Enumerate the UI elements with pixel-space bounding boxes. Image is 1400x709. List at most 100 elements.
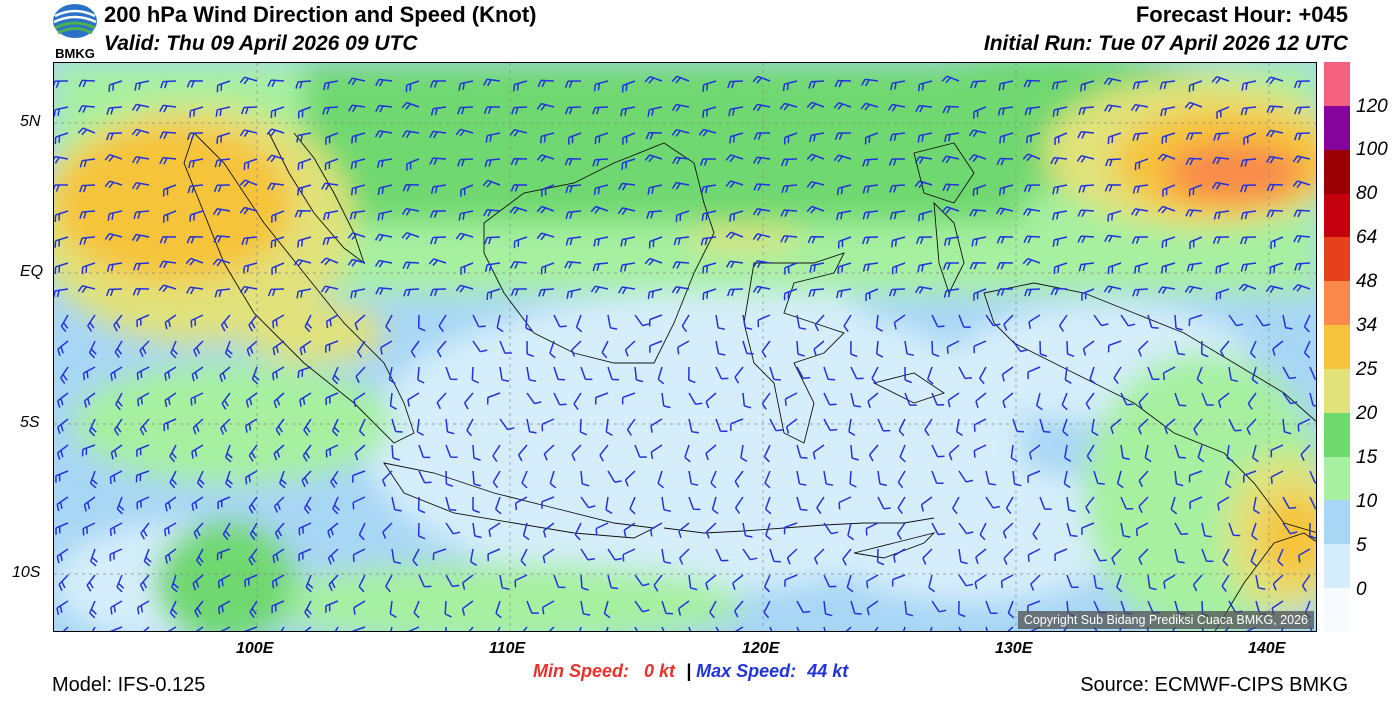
wind-barb [542, 522, 555, 538]
lat-label-eq: EQ [20, 263, 44, 280]
wind-barb [1197, 444, 1205, 463]
wind-barb [592, 106, 609, 115]
wind-barb [549, 470, 557, 489]
wind-barb [136, 366, 150, 380]
wind-barb [679, 548, 690, 565]
wind-barb [838, 496, 852, 510]
wind-barb [796, 600, 811, 614]
wind-barb [193, 340, 204, 357]
wind-barb [472, 522, 482, 539]
wind-barb [1240, 158, 1257, 168]
lat-label-10s: 10S [12, 564, 41, 581]
wind-barb [648, 236, 663, 249]
wind-barb [391, 496, 402, 512]
wind-barb [323, 80, 339, 91]
wind-barb [1270, 470, 1284, 484]
wind-barb [1003, 314, 1014, 331]
wind-barb [942, 183, 960, 192]
wind-barb [914, 285, 933, 294]
wind-barb [106, 262, 123, 272]
wind-barb [186, 80, 204, 88]
wind-barb [765, 522, 772, 541]
wind-barb [213, 184, 231, 193]
wind-barb [219, 366, 231, 383]
wind-barb [1093, 548, 1107, 562]
wind-barb [580, 574, 589, 591]
wind-barb [958, 574, 974, 587]
wind-barb [299, 392, 312, 407]
wind-barb [671, 128, 690, 137]
wind-barb [701, 210, 717, 222]
wind-barb [1162, 366, 1176, 381]
wind-barb [1292, 283, 1311, 292]
wind-barb [1174, 522, 1189, 536]
wind-barb [1201, 392, 1214, 406]
wind-barb [188, 158, 204, 169]
wind-barb [196, 548, 204, 567]
wind-barb [239, 179, 258, 188]
wind-barb [1039, 496, 1052, 510]
wind-barb [1292, 180, 1311, 189]
wind-barb [1147, 314, 1159, 329]
wind-barb [624, 470, 636, 487]
wind-barb [330, 470, 339, 488]
wind-barb [672, 261, 690, 269]
wind-barb [220, 314, 231, 332]
wind-barb [327, 522, 339, 539]
wind-barb [1294, 262, 1311, 271]
wind-barb [595, 522, 609, 536]
min-speed-label: Min Speed: [533, 661, 630, 681]
wind-barb [297, 158, 312, 171]
max-speed-label: Max Speed: [696, 661, 797, 681]
wind-barb [931, 340, 940, 358]
wind-barb [1157, 205, 1176, 214]
wind-barb [1064, 366, 1072, 384]
colorbar-label-64: 64 [1356, 227, 1378, 248]
copyright-notice: Copyright Sub Bidang Prediksi Cuaca BMKG… [1017, 611, 1314, 629]
wind-barb [116, 574, 125, 593]
wind-barb [526, 600, 539, 614]
valid-time: Valid: Thu 09 April 2026 09 UTC [104, 32, 418, 55]
wind-barb [304, 600, 312, 619]
wind-barb [849, 470, 857, 488]
wind-barb [215, 106, 231, 117]
wind-barb [131, 181, 150, 190]
wind-barb [644, 154, 663, 163]
wind-barb [671, 285, 690, 294]
wind-barb [270, 106, 285, 119]
wind-barb [891, 262, 906, 275]
wind-barb [942, 262, 959, 270]
wind-barb [700, 184, 717, 194]
wind-barb [752, 233, 771, 241]
wind-barb [1189, 496, 1203, 510]
wind-barb [812, 444, 825, 460]
wind-barb [445, 496, 457, 512]
wind-barb [650, 418, 663, 433]
wind-barb [297, 366, 312, 379]
wind-barb [973, 444, 987, 458]
wind-barb [868, 444, 879, 462]
wind-barb [267, 182, 285, 191]
wind-barb [77, 127, 96, 136]
wind-barb [186, 132, 204, 141]
wind-barb [376, 158, 393, 168]
wind-barb [334, 626, 339, 631]
wind-barb [1104, 184, 1122, 192]
wind-barb [985, 314, 1001, 327]
wind-barb [752, 285, 771, 294]
wind-barb [105, 288, 123, 297]
wind-barb [657, 470, 665, 489]
wind-barb [217, 600, 231, 615]
wind-barb [136, 392, 150, 407]
wind-barb [752, 75, 771, 84]
wind-barb [1216, 106, 1230, 119]
wind-barb [763, 600, 771, 619]
colorbar-segment [1324, 62, 1350, 106]
wind-barb [1241, 80, 1257, 91]
wind-barb [455, 284, 474, 293]
wind-barb [688, 392, 703, 406]
wind-barb [867, 392, 879, 409]
wind-barb [1091, 418, 1099, 436]
wind-barb [217, 496, 231, 510]
wind-barb [445, 444, 458, 458]
